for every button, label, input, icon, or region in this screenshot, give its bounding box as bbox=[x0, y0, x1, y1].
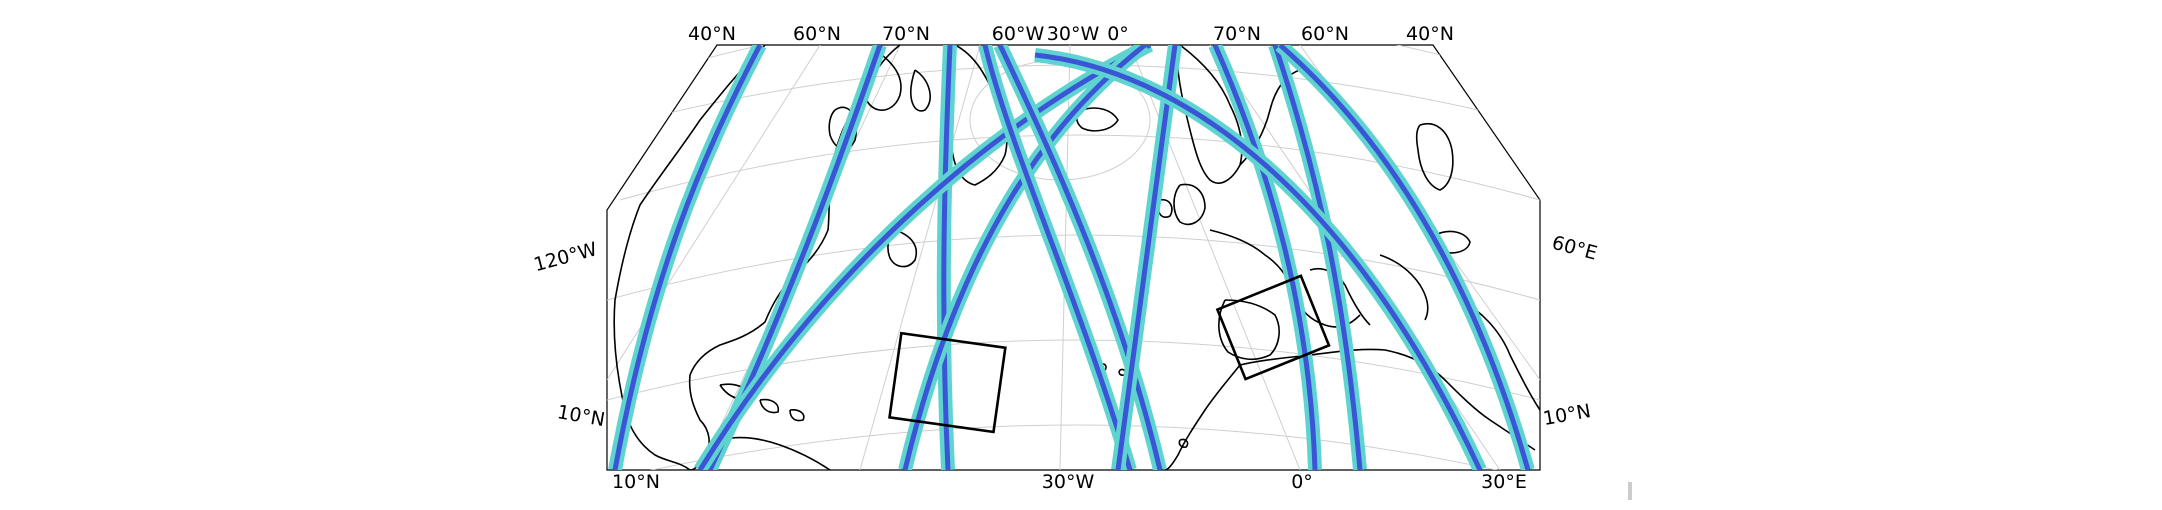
track-4 bbox=[694, 45, 1154, 470]
track-7 bbox=[978, 45, 1137, 470]
track-11 bbox=[1034, 48, 1487, 470]
coast-iberia bbox=[1218, 299, 1280, 361]
label-top-30w: 30°W bbox=[1047, 23, 1100, 45]
track-12 bbox=[1275, 45, 1535, 470]
coast-caspian bbox=[1415, 123, 1454, 191]
scroll-indicator bbox=[1628, 482, 1632, 500]
track-10 bbox=[1268, 45, 1367, 470]
coast-mediterranean bbox=[1309, 254, 1429, 326]
track-9 bbox=[1208, 45, 1322, 470]
coast-north-america-west bbox=[613, 45, 766, 470]
label-bottom-30e: 30°E bbox=[1481, 471, 1527, 493]
label-top-60w: 60°W bbox=[992, 23, 1045, 45]
label-top-60n-right: 60°N bbox=[1301, 23, 1349, 45]
label-top-70n-left: 70°N bbox=[882, 23, 930, 45]
track-1 bbox=[608, 45, 767, 470]
track-6 bbox=[993, 45, 1167, 470]
label-bottom-0: 0° bbox=[1291, 471, 1313, 493]
satellite-tracks bbox=[608, 45, 1535, 470]
map-frame bbox=[606, 44, 1541, 471]
label-right-10n: 10°N bbox=[1541, 400, 1592, 430]
coast-west-africa bbox=[1164, 364, 1241, 470]
label-left-10n: 10°N bbox=[556, 401, 607, 431]
label-bottom-30w: 30°W bbox=[1042, 471, 1095, 493]
label-top-70n-right: 70°N bbox=[1213, 23, 1261, 45]
label-top-40n-right: 40°N bbox=[1406, 23, 1454, 45]
region-box-atlantic bbox=[888, 331, 1007, 434]
label-top-60n-left: 60°N bbox=[793, 23, 841, 45]
track-3 bbox=[936, 45, 957, 470]
label-bottom-10n: 10°N bbox=[612, 471, 660, 493]
label-right-60e: 60°E bbox=[1550, 232, 1600, 265]
coast-south-america bbox=[719, 436, 831, 470]
region-box-iberia bbox=[1215, 274, 1331, 381]
label-top-40n-left: 40°N bbox=[688, 23, 736, 45]
coast-british-isles bbox=[1157, 183, 1206, 226]
track-5 bbox=[898, 45, 1150, 470]
label-top-0: 0° bbox=[1107, 23, 1129, 45]
label-left-120w: 120°W bbox=[531, 238, 599, 276]
